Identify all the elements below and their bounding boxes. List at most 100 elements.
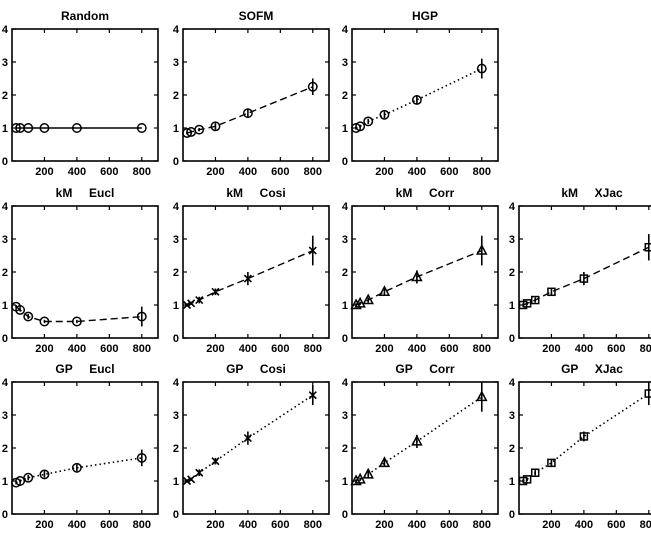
subplot-10: GP Corr 0 1 2 3 4 200 400 600 800 — [342, 362, 499, 531]
data-point — [71, 462, 82, 473]
data-point — [354, 296, 366, 308]
y-tick-label: 2 — [173, 443, 179, 455]
y-tick-label: 1 — [342, 476, 348, 488]
data-point — [530, 295, 540, 305]
y-tick-label: 3 — [342, 410, 348, 422]
x-tick-label: 600 — [100, 519, 118, 531]
data-point — [136, 311, 147, 322]
series-line — [355, 67, 483, 129]
data-point — [23, 123, 34, 133]
data-point — [308, 246, 317, 255]
x-tick-label: 600 — [440, 343, 458, 355]
data-point — [378, 285, 391, 297]
subplot-title: kM Eucl — [56, 186, 115, 200]
x-tick-label: 200 — [206, 343, 224, 355]
y-tick-label: 0 — [2, 509, 8, 521]
series-line — [186, 394, 314, 482]
subplot-title: kM XJac — [561, 186, 623, 200]
data-point — [39, 316, 50, 327]
y-tick-label: 4 — [509, 377, 516, 389]
y-tick-label: 2 — [342, 267, 348, 279]
subplot-title: kM Corr — [396, 186, 455, 200]
data-point — [211, 457, 220, 466]
y-tick-label: 0 — [342, 509, 348, 521]
y-tick-label: 0 — [173, 333, 179, 345]
y-tick-label: 1 — [173, 300, 179, 312]
x-tick-label: 400 — [408, 519, 426, 531]
data-point — [362, 293, 374, 305]
y-tick-label: 1 — [2, 123, 8, 135]
y-tick-label: 0 — [2, 333, 8, 345]
y-tick-label: 1 — [2, 300, 8, 312]
series-line — [186, 249, 314, 306]
x-tick-label: 800 — [640, 343, 651, 355]
x-tick-label: 800 — [133, 519, 151, 531]
data-point — [195, 295, 204, 305]
y-tick-label: 1 — [509, 300, 515, 312]
plot-frame — [351, 28, 499, 162]
x-tick-label: 400 — [68, 343, 86, 355]
y-tick-label: 0 — [173, 156, 179, 168]
x-tick-label: 400 — [239, 519, 257, 531]
subplot-title: HGP — [412, 9, 438, 23]
data-point — [71, 316, 82, 327]
subplot-4: kM Eucl 0 1 2 3 4 200 400 600 800 — [2, 186, 159, 355]
x-tick-label: 800 — [304, 166, 322, 178]
y-tick-label: 0 — [342, 156, 348, 168]
y-tick-label: 4 — [2, 24, 9, 36]
data-point — [411, 270, 423, 282]
x-tick-label: 200 — [542, 343, 560, 355]
series-line — [522, 246, 650, 306]
x-tick-label: 600 — [607, 519, 625, 531]
y-tick-label: 3 — [173, 234, 179, 246]
subplot-1: SOFM 0 1 2 3 4 200 400 600 800 — [173, 9, 330, 178]
subplot-0: Random 0 1 2 3 4 200 400 600 800 — [2, 9, 159, 178]
x-tick-label: 600 — [100, 166, 118, 178]
data-point — [136, 452, 147, 463]
y-tick-label: 4 — [173, 201, 180, 213]
data-point — [23, 472, 34, 483]
data-point — [195, 468, 204, 477]
y-tick-label: 2 — [173, 90, 179, 102]
data-point — [363, 116, 374, 127]
data-point — [522, 299, 532, 308]
x-tick-label: 400 — [68, 519, 86, 531]
data-point — [644, 389, 651, 398]
data-point — [579, 432, 589, 441]
data-point — [579, 274, 589, 283]
y-tick-label: 3 — [342, 57, 348, 69]
y-tick-label: 2 — [342, 90, 348, 102]
plot-frame — [182, 205, 330, 339]
data-point — [211, 287, 220, 296]
data-point — [378, 456, 391, 468]
x-tick-label: 800 — [133, 166, 151, 178]
data-point — [522, 475, 532, 484]
x-tick-label: 200 — [206, 166, 224, 178]
series-line — [355, 396, 483, 482]
y-tick-label: 4 — [173, 24, 180, 36]
y-tick-label: 3 — [2, 410, 8, 422]
x-tick-label: 200 — [542, 519, 560, 531]
data-point — [242, 108, 253, 119]
y-tick-label: 1 — [2, 476, 8, 488]
data-point — [350, 474, 362, 486]
subplot-title: GP XJac — [561, 362, 623, 376]
data-point — [547, 458, 556, 468]
x-tick-label: 400 — [575, 519, 593, 531]
x-tick-label: 600 — [271, 343, 289, 355]
data-point — [547, 287, 556, 297]
y-tick-label: 3 — [342, 234, 348, 246]
plot-frame — [351, 205, 499, 339]
subplot-6: kM Corr 0 1 2 3 4 200 400 600 800 — [342, 186, 499, 355]
data-point — [355, 121, 366, 132]
y-tick-label: 2 — [2, 267, 8, 279]
data-point — [11, 123, 22, 133]
data-point — [354, 472, 366, 484]
data-point — [350, 298, 362, 310]
y-tick-label: 4 — [2, 201, 9, 213]
y-tick-label: 2 — [509, 443, 515, 455]
y-tick-label: 4 — [173, 377, 180, 389]
y-tick-label: 0 — [509, 333, 515, 345]
plot-frame — [11, 205, 159, 339]
